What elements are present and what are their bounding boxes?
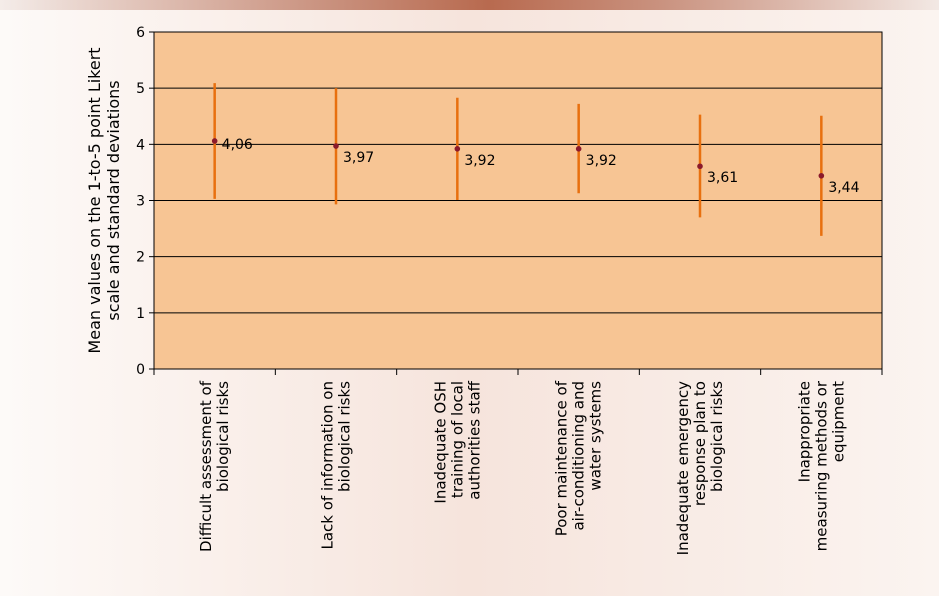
data-label: 3,92 — [586, 153, 617, 169]
x-category-label: Difficult assessment of — [197, 380, 215, 552]
x-category-label: response plan to — [691, 381, 709, 506]
x-category-label: biological risks — [336, 381, 354, 492]
data-point — [575, 146, 582, 152]
y-tick-label: 4 — [136, 137, 145, 153]
y-axis-title: Mean values on the 1-to-5 point Likertsc… — [85, 47, 123, 353]
x-category-label: water systems — [587, 381, 605, 491]
y-tick-label: 2 — [136, 250, 145, 266]
data-label: 3,44 — [828, 180, 859, 196]
x-category-label: biological risks — [708, 381, 726, 492]
x-category-label: authorities staff — [465, 380, 483, 499]
x-category-label: Inadequate emergency — [674, 381, 692, 555]
x-category-label: measuring methods or — [812, 380, 830, 551]
data-point — [697, 163, 703, 170]
x-category-label: equipment — [829, 381, 847, 462]
x-category-label: Inappropriate — [795, 381, 813, 482]
data-point — [454, 146, 461, 152]
data-point — [818, 172, 825, 179]
x-category-label: Lack of information on — [319, 381, 337, 550]
data-label: 4,06 — [222, 137, 253, 153]
y-axis-title-line: scale and standard deviations — [104, 80, 123, 320]
y-axis-title-line: Mean values on the 1-to-5 point Likert — [85, 47, 104, 353]
x-category-label: Poor maintenance of — [553, 380, 571, 536]
data-point — [333, 143, 339, 149]
y-tick-label: 5 — [136, 81, 145, 97]
data-label: 3,61 — [707, 170, 738, 186]
y-tick-label: 0 — [136, 362, 145, 378]
y-tick-label: 6 — [136, 25, 145, 41]
data-point — [211, 138, 218, 144]
data-label: 3,97 — [343, 150, 374, 166]
x-category-label: Inadequate OSH — [431, 381, 449, 504]
x-category-label: air-conditioning and — [570, 381, 588, 531]
y-tick-label: 3 — [136, 194, 145, 210]
x-category-label: training of local — [448, 381, 466, 498]
y-tick-label: 1 — [136, 306, 145, 322]
top-decorative-bar — [0, 0, 939, 10]
data-label: 3,92 — [464, 153, 495, 169]
x-category-label: biological risks — [214, 381, 232, 492]
